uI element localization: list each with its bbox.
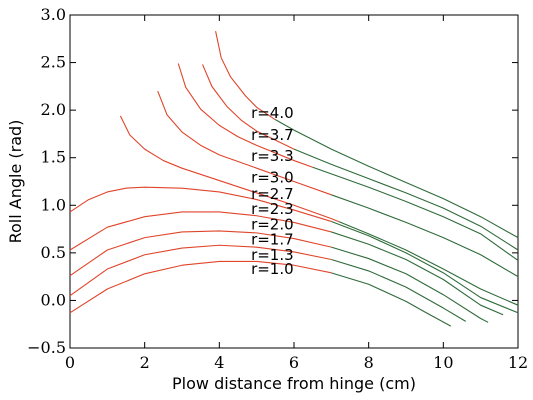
y-tick-label: 3.0	[41, 5, 66, 24]
y-axis-title: Roll Angle (rad)	[6, 120, 25, 244]
series-label-1: r=1.3	[251, 246, 294, 264]
series-label-9: r=4.0	[251, 104, 294, 122]
y-axis-ticks: −0.5 0.0 0.5 1.0 1.5 2.0 2.5 3.0	[27, 5, 518, 357]
series-line-5-b	[338, 221, 519, 306]
series-line-2-a	[69, 230, 332, 277]
curves	[69, 31, 519, 327]
series-label-7: r=3.3	[251, 147, 294, 165]
series-label-4: r=2.3	[251, 200, 294, 218]
y-tick-label: 0.5	[41, 243, 66, 262]
x-tick-label: 6	[289, 353, 299, 372]
series-line-9-a	[215, 31, 276, 121]
series-line-8-b	[293, 148, 519, 251]
series-line-4-a	[69, 186, 332, 222]
series-label-8: r=3.7	[251, 126, 294, 144]
series-line-1-b	[331, 258, 467, 322]
series-line-0-a	[69, 260, 332, 314]
series-line-1-a	[69, 244, 332, 297]
x-tick-label: 2	[140, 353, 150, 372]
series-line-8-a	[202, 64, 295, 150]
x-tick-label: 0	[65, 353, 75, 372]
series-line-6-a	[157, 90, 332, 196]
x-tick-label: 10	[433, 353, 453, 372]
x-tick-label: 12	[508, 353, 528, 372]
series-line-2-b	[331, 246, 489, 323]
x-tick-label: 4	[214, 353, 224, 372]
series-label-6: r=3.0	[251, 169, 294, 187]
series-label-0: r=1.0	[251, 260, 294, 278]
y-tick-label: 2.0	[41, 100, 66, 119]
x-axis-ticks: 0 2 4 6 8 10 12	[65, 15, 528, 372]
x-tick-label: 8	[364, 353, 374, 372]
series-line-6-b	[331, 194, 519, 278]
series-label-3: r=2.0	[251, 215, 294, 233]
series-line-9-b	[275, 119, 519, 239]
x-axis-title: Plow distance from hinge (cm)	[172, 374, 416, 393]
y-tick-label: 2.5	[41, 53, 66, 72]
series-line-5-a	[119, 115, 340, 223]
series-label-2: r=1.7	[251, 231, 294, 249]
y-tick-label: 1.5	[41, 148, 66, 167]
series-line-0-b	[331, 272, 452, 327]
series-line-7-a	[177, 63, 313, 168]
series-line-4-b	[331, 220, 519, 314]
y-tick-label: 1.0	[41, 195, 66, 214]
y-tick-label: 0.0	[41, 290, 66, 309]
series-line-7-b	[312, 166, 519, 261]
y-tick-label: −0.5	[27, 338, 66, 357]
curve-labels: r=1.0r=1.3r=1.7r=2.0r=2.3r=2.7r=3.0 r=3.3…	[251, 104, 294, 278]
series-label-5: r=2.7	[251, 185, 294, 203]
series-line-3-b	[331, 231, 504, 316]
series-line-3-a	[69, 211, 332, 251]
